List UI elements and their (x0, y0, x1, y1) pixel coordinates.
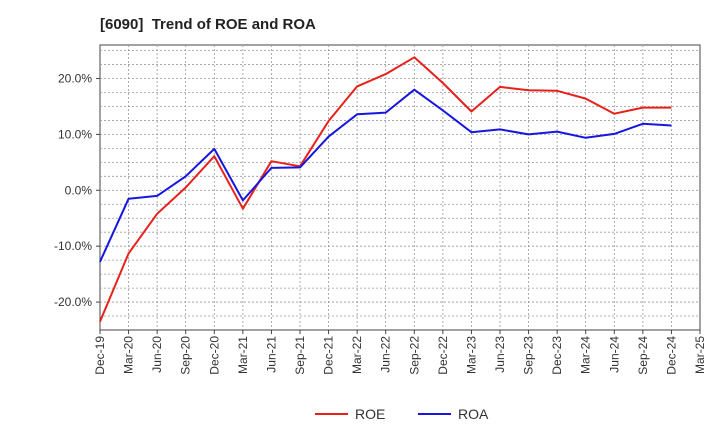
plot-area-border (99, 44, 701, 331)
grid-lines (100, 45, 700, 330)
x-tick-label: Jun-20 (150, 336, 164, 373)
x-tick-label: Dec-23 (550, 336, 564, 375)
x-tick-label: Jun-24 (607, 336, 621, 373)
x-tick-label: Sep-21 (293, 336, 307, 375)
series-line-roa (99, 88, 672, 263)
x-tick-label: Mar-25 (693, 336, 707, 374)
y-tick-label: 0.0% (65, 183, 93, 197)
x-tick-label: Dec-20 (207, 336, 221, 375)
y-tick-label: -20.0% (54, 295, 92, 309)
y-tick-label: 10.0% (58, 127, 92, 141)
series-lines (99, 56, 672, 322)
legend-label-roe: ROE (355, 406, 385, 422)
x-tick-label: Sep-22 (407, 336, 421, 375)
x-tick-label: Jun-21 (264, 336, 278, 373)
x-tick-label: Jun-23 (493, 336, 507, 373)
x-tick-label: Dec-21 (322, 336, 336, 375)
x-tick-label: Sep-23 (522, 336, 536, 375)
x-axis-tick-labels: Dec-19 Mar-20 Jun-20 Sep-20 Dec-20 Mar-21 Jun-… (93, 330, 707, 375)
chart-title: [6090] Trend of ROE and ROA (100, 16, 316, 33)
y-tick-label: -10.0% (54, 239, 92, 253)
x-tick-label: Sep-20 (179, 336, 193, 375)
y-axis-tick-labels: -20.0% -10.0% 0.0% 10.0% 20.0% (54, 72, 100, 309)
x-tick-label: Dec-24 (664, 336, 678, 375)
y-tick-label: 20.0% (58, 72, 92, 86)
legend-label-roa: ROA (458, 406, 489, 422)
x-tick-label: Mar-20 (122, 336, 136, 374)
x-tick-label: Mar-22 (350, 336, 364, 374)
x-tick-label: Dec-22 (436, 336, 450, 375)
series-line-roe (99, 56, 672, 322)
legend: ROE ROA (315, 406, 489, 422)
x-tick-label: Sep-24 (636, 336, 650, 375)
x-tick-label: Mar-24 (579, 336, 593, 374)
x-tick-label: Dec-19 (93, 336, 107, 375)
x-tick-label: Mar-21 (236, 336, 250, 374)
x-tick-label: Mar-23 (464, 336, 478, 374)
x-tick-label: Jun-22 (379, 336, 393, 373)
